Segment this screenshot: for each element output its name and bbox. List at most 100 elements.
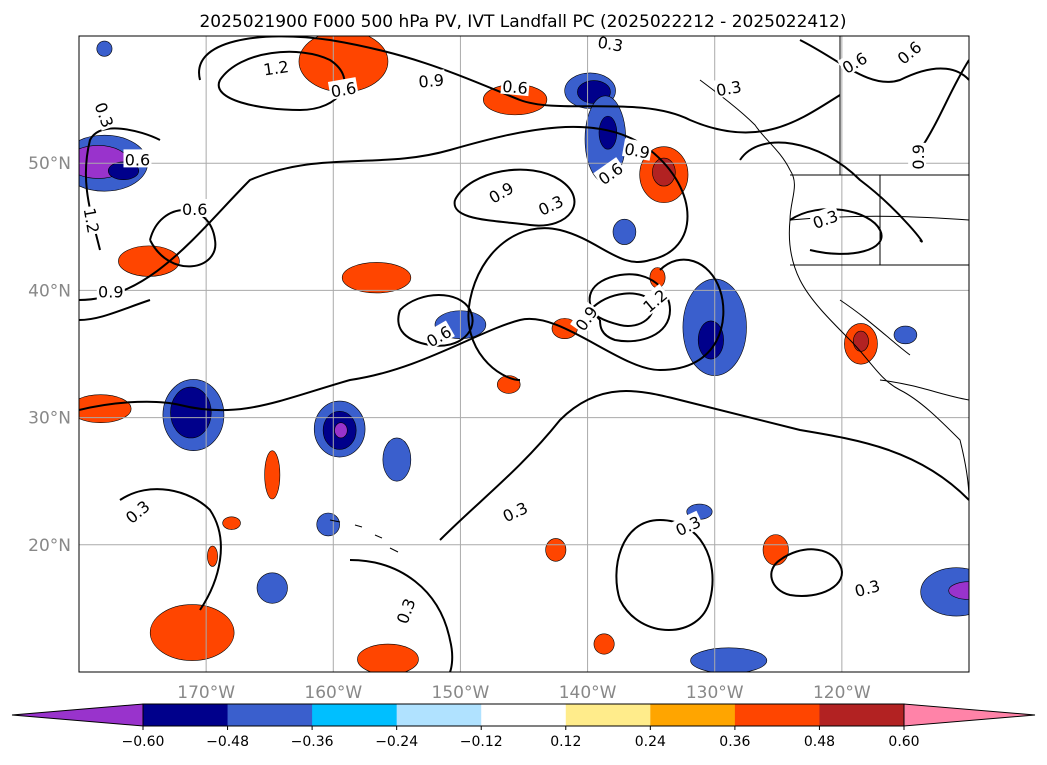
pv-anomaly-region — [948, 581, 969, 600]
contour-label-bg — [416, 69, 446, 90]
pv-anomaly-region — [382, 437, 412, 482]
contour-line — [439, 390, 969, 541]
pv-anomaly-region — [762, 534, 789, 566]
contour-line — [79, 258, 725, 412]
contour-label: 0.9 — [909, 144, 928, 169]
pv-anomaly-region — [545, 538, 567, 562]
colorbar-segment — [227, 704, 313, 726]
contour-label-bg — [570, 301, 601, 335]
contour-label-bg — [621, 138, 653, 161]
lon-tick-label: 150°W — [432, 683, 490, 703]
colorbar-tick-label: −0.36 — [291, 734, 334, 750]
contour-label-bg — [483, 176, 518, 207]
contour-label: 0.3 — [596, 33, 624, 56]
contour-line — [589, 292, 654, 327]
contour-label: 0.9 — [98, 283, 123, 302]
map-panel: 1.20.90.6 0.60.30.30.6 0.60.30.61.2 0.60.90… — [78, 31, 970, 673]
pv-anomaly-region — [697, 320, 724, 360]
contour-line — [198, 36, 841, 134]
contour-line — [149, 209, 217, 268]
contour-labels: 1.20.90.6 0.60.30.30.6 0.60.30.61.2 0.60.90… — [80, 31, 928, 627]
contour-line — [453, 168, 576, 227]
pv-anomaly-region — [920, 567, 969, 617]
colorbar-segment — [734, 704, 820, 726]
pv-anomaly-region — [612, 218, 637, 245]
contour-label-bg — [81, 204, 104, 236]
contour-label-bg — [837, 47, 871, 77]
lon-tick-label: 140°W — [559, 683, 617, 703]
lon-tick-label: 160°W — [304, 683, 362, 703]
north-america-coast — [699, 79, 969, 501]
border-line — [839, 299, 911, 356]
contour-label: 1.2 — [80, 206, 103, 234]
contour-line — [79, 125, 689, 381]
colorbar-segment — [819, 704, 905, 726]
contour-label-bg — [123, 149, 152, 168]
colorbar-segment — [650, 704, 736, 726]
contour-label-bg — [92, 98, 119, 131]
pv-anomaly-region — [79, 394, 132, 423]
contour-line — [397, 294, 474, 347]
contour-label: 0.6 — [329, 78, 357, 101]
contour-line — [919, 59, 969, 151]
pv-anomaly-region — [690, 647, 768, 672]
contour-label-bg — [671, 510, 705, 539]
pv-anomaly-region — [316, 512, 340, 537]
contour-label-bg — [421, 320, 455, 351]
contour-label-bg — [593, 157, 627, 188]
lat-tick-label: 30°N — [28, 409, 71, 429]
contour-label: 0.6 — [125, 150, 150, 169]
pv-anomaly-region — [593, 633, 615, 655]
contour-label-bg — [180, 198, 209, 217]
contour-label: 0.6 — [182, 200, 207, 219]
contour-label-bg — [533, 190, 567, 219]
map-frame — [78, 35, 970, 673]
contour-label-bg — [595, 31, 626, 54]
contour-label-bg — [498, 496, 532, 525]
colorbar-frame — [142, 703, 905, 727]
colorbar-tick-label: 0.12 — [550, 734, 581, 750]
contour-label-bg — [120, 495, 154, 527]
lat-tick-label: 50°N — [28, 154, 71, 174]
contour-label-bg — [327, 77, 359, 100]
colorbar-tick-label: 0.60 — [888, 734, 919, 750]
contour-line — [739, 141, 923, 243]
contour-line — [770, 548, 843, 597]
contour-line — [79, 299, 151, 321]
contour-label: 0.9 — [623, 139, 651, 162]
contour-label-bg — [96, 281, 125, 300]
pv-anomaly-region — [222, 516, 241, 530]
pv-anomaly-region — [334, 422, 348, 439]
colorbar-tick-label: −0.60 — [122, 734, 165, 750]
contour-line — [588, 273, 672, 343]
colorbar-tick-label: −0.24 — [375, 734, 418, 750]
pv-anomaly-region — [357, 643, 419, 672]
contour-label-bg — [808, 204, 842, 232]
contour-line — [349, 559, 454, 672]
colorbar-segment — [143, 704, 229, 726]
figure-title: 2025021900 F000 500 hPa PV, IVT Landfall… — [199, 12, 846, 32]
pv-anomaly-region — [264, 450, 281, 500]
colorbar-tick-label: −0.48 — [206, 734, 249, 750]
lat-tick-label: 40°N — [28, 281, 71, 301]
ivt-contours — [79, 36, 969, 672]
contour-label: 0.6 — [502, 77, 529, 98]
contour-label-bg — [391, 594, 419, 627]
border-line — [879, 379, 969, 401]
contour-label-bg — [908, 142, 927, 171]
contour-line — [119, 488, 222, 611]
contour-line — [615, 519, 714, 631]
contour-label-bg — [500, 75, 530, 97]
pv-anomaly-region — [893, 325, 918, 345]
pv-anomaly-region — [149, 604, 235, 661]
colorbar-tick-label: 0.24 — [635, 734, 666, 750]
lon-tick-label: 130°W — [686, 683, 744, 703]
colorbar-segment — [565, 704, 651, 726]
contour-label-bg — [892, 35, 926, 68]
hawaii-islands — [329, 519, 399, 553]
contour-label: 0.9 — [418, 70, 445, 91]
pv-anomaly-region — [256, 572, 288, 604]
pv-anomaly-region — [170, 386, 212, 439]
pv-anomaly-region — [652, 157, 676, 187]
